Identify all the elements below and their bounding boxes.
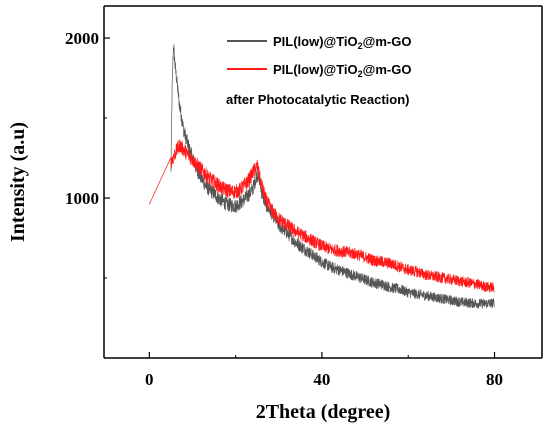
series-line-1 <box>170 44 495 309</box>
x-tick-label: 0 <box>145 370 154 389</box>
legend-extra-line: after Photocatalytic Reaction) <box>226 92 410 107</box>
x-tick-label: 40 <box>313 370 330 389</box>
x-tick-label: 80 <box>486 370 503 389</box>
legend-label-2: PIL(low)@TiO2@m-GO <box>273 62 411 79</box>
legend-label-1: PIL(low)@TiO2@m-GO <box>273 34 411 51</box>
y-tick-label: 2000 <box>65 29 99 48</box>
y-axis-title: Intensity (a.u) <box>7 122 29 242</box>
x-axis-title: 2Theta (degree) <box>256 401 391 423</box>
series-line-2 <box>148 139 495 293</box>
y-tick-label: 1000 <box>65 189 99 208</box>
